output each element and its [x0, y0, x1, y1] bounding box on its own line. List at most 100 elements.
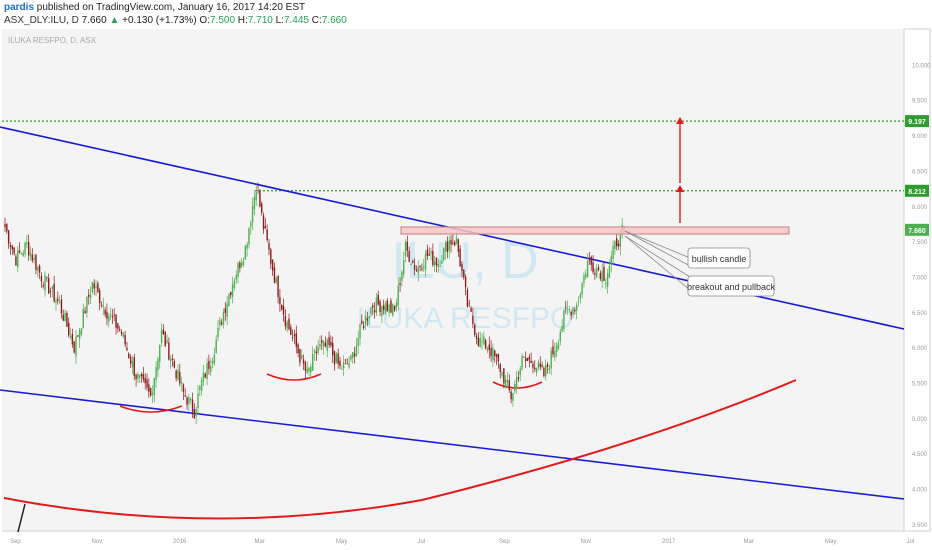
candle: [206, 357, 208, 386]
candle: [439, 260, 441, 267]
candle: [435, 257, 438, 273]
candle: [148, 378, 150, 398]
candle: [375, 293, 378, 317]
lower-trendline[interactable]: [0, 389, 905, 500]
candle: [443, 247, 445, 262]
target-arrow-upper[interactable]: [676, 117, 684, 223]
candle: [302, 354, 305, 371]
open-label: O:: [199, 15, 210, 26]
candle: [352, 351, 354, 364]
last-price: 7.660: [81, 15, 107, 26]
candle: [404, 239, 407, 263]
candle: [497, 353, 500, 369]
candle: [461, 261, 463, 278]
candle: [104, 307, 106, 318]
candle: [410, 262, 412, 266]
time-tick-label: Mar: [744, 539, 754, 545]
candle: [441, 254, 443, 264]
candle: [306, 361, 308, 374]
candle: [115, 314, 117, 335]
candle: [88, 289, 90, 305]
candle: [291, 329, 294, 342]
candle: [89, 286, 92, 305]
price-tick-label: 6.000: [912, 346, 928, 352]
candle: [259, 189, 261, 208]
price-tick-label: 4.500: [912, 452, 928, 458]
callout-bullish-candle[interactable]: bullish candle: [624, 230, 751, 269]
callout-breakout[interactable]: breakout and pullback: [624, 235, 776, 297]
candle: [605, 277, 607, 289]
candle: [177, 364, 179, 381]
candle: [97, 281, 99, 294]
candle: [357, 330, 359, 355]
candle: [113, 308, 115, 322]
candle: [308, 366, 310, 376]
resistance-zone[interactable]: [400, 226, 790, 235]
price-tick-label: 6.500: [912, 311, 928, 317]
candle: [77, 335, 79, 337]
time-tick-label: Nov: [581, 539, 592, 545]
candle: [40, 272, 43, 288]
rounding-bottom-arc[interactable]: [3, 379, 797, 520]
candle: [324, 336, 327, 348]
time-axis[interactable]: Sep Nov 2016 Mar May Jul Sep Nov 2017 Mar May Jul: [10, 539, 914, 545]
candle: [415, 265, 418, 273]
candle: [555, 342, 558, 358]
candle: [616, 233, 618, 251]
candle: [140, 372, 143, 383]
candle: [341, 365, 343, 370]
candle: [330, 335, 332, 348]
time-tick-label: May: [336, 539, 347, 545]
candle: [599, 270, 602, 281]
candle: [332, 336, 334, 363]
candle: [282, 298, 285, 322]
candle: [239, 260, 241, 273]
candle: [80, 328, 83, 337]
candle: [515, 370, 518, 394]
candle: [257, 182, 259, 195]
candle: [559, 328, 561, 346]
candle: [534, 360, 536, 372]
candle: [362, 321, 365, 331]
candle: [135, 373, 137, 387]
candle: [568, 305, 571, 313]
candle: [350, 354, 352, 363]
price-tick-label: 5.000: [912, 417, 928, 423]
candle: [301, 349, 303, 360]
candle: [171, 353, 174, 367]
candle: [508, 374, 511, 393]
candle: [179, 363, 181, 387]
time-tick-label: 2016: [173, 539, 187, 545]
left-shoulder-arc[interactable]: [119, 405, 183, 413]
candle: [268, 239, 270, 256]
candle: [195, 406, 197, 425]
candle: [585, 269, 587, 280]
candle: [164, 330, 166, 348]
candle: [392, 303, 394, 318]
price-tag: [905, 115, 929, 128]
price-tick-label: 10.000: [912, 63, 931, 69]
candle: [390, 298, 392, 314]
candle: [419, 265, 421, 272]
candle: [248, 226, 250, 249]
candle: [91, 281, 94, 294]
candle: [384, 301, 387, 315]
price-tick-label: 8.500: [912, 169, 928, 175]
candle: [550, 347, 552, 376]
price-tick-label: 7.000: [912, 275, 928, 281]
candle: [313, 348, 316, 361]
candle: [7, 229, 10, 249]
price-tag-label: 7.660: [908, 228, 926, 235]
head-arc[interactable]: [266, 373, 322, 381]
candle: [364, 310, 367, 330]
price-tag: [905, 223, 929, 236]
candle: [211, 357, 214, 369]
author-link[interactable]: pardis: [4, 2, 35, 13]
candle: [71, 328, 74, 348]
price-axis[interactable]: [903, 28, 931, 532]
candle: [29, 246, 32, 261]
candle: [526, 357, 529, 362]
candle: [488, 336, 490, 359]
candle: [492, 343, 494, 367]
